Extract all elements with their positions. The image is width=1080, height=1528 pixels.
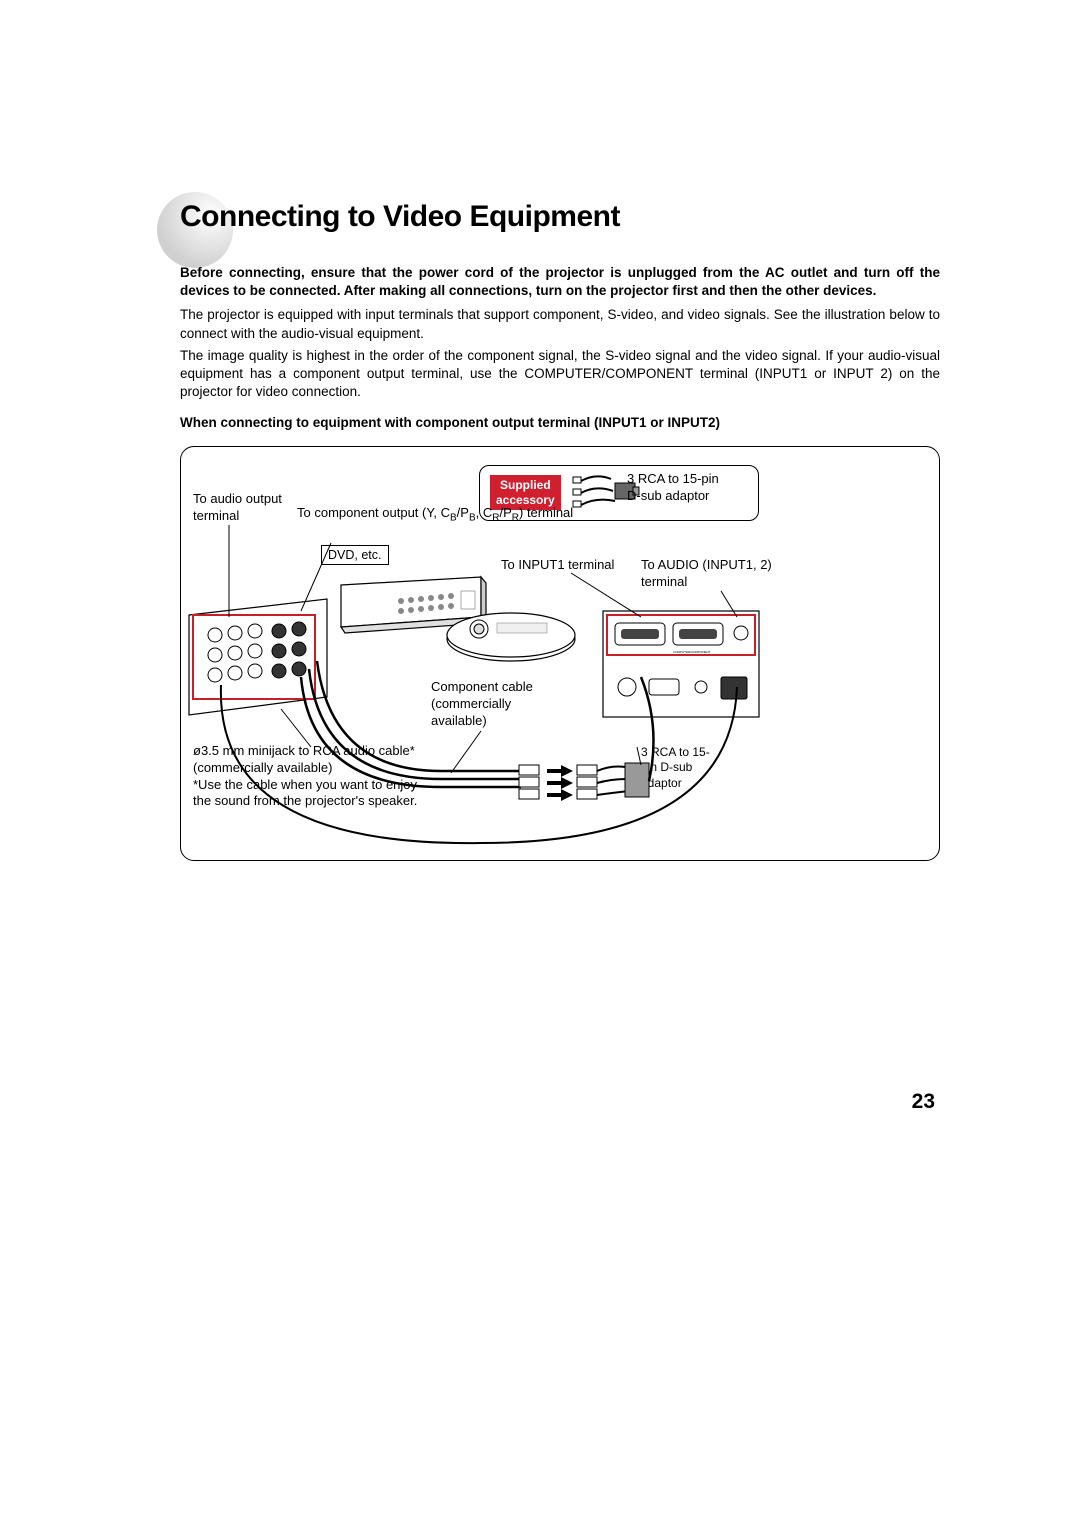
body-paragraph-1: The projector is equipped with input ter… (180, 306, 940, 342)
section-heading: When connecting to equipment with compon… (180, 414, 940, 432)
page-content: Connecting to Video Equipment Before con… (180, 200, 940, 861)
intro-paragraph: Before connecting, ensure that the power… (180, 264, 940, 300)
cable-routing-icon (181, 447, 941, 861)
connection-diagram: Supplied accessory 3 RCA to 15-pin D-sub… (180, 446, 940, 861)
page-number: 23 (912, 1090, 935, 1114)
body-paragraph-2: The image quality is highest in the orde… (180, 347, 940, 402)
page-title: Connecting to Video Equipment (180, 200, 940, 234)
